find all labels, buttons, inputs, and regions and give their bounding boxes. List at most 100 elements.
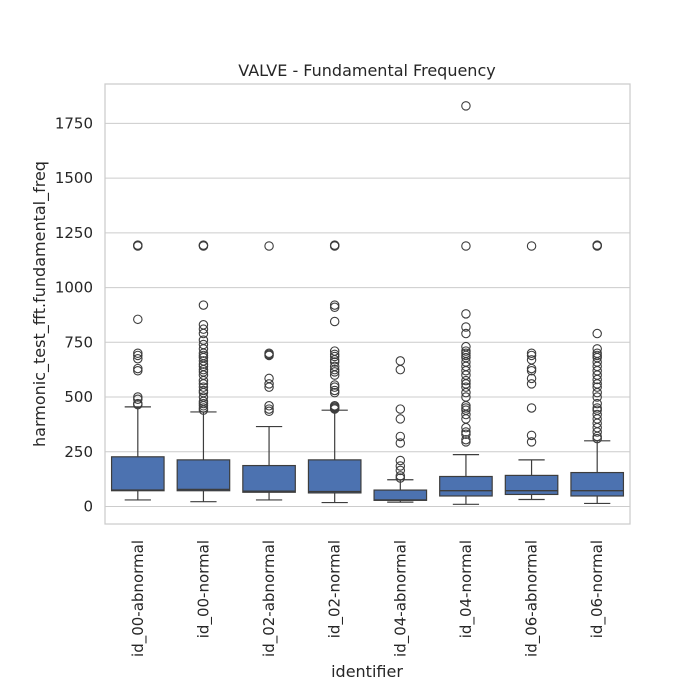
iqr-box: [242, 464, 296, 493]
outlier-point: [461, 427, 471, 437]
outlier-point: [198, 300, 209, 310]
box-id_04-normal: [439, 101, 493, 505]
y-tick-label: 750: [64, 333, 93, 351]
outlier-point: [592, 382, 602, 392]
iqr-box: [176, 459, 231, 492]
outlier-point: [461, 101, 471, 111]
outlier-point: [133, 363, 143, 374]
boxes: [110, 101, 625, 505]
iqr-box: [439, 475, 493, 497]
outlier-point: [461, 375, 471, 386]
outlier-point: [461, 241, 471, 251]
outlier-point: [526, 403, 537, 413]
outlier-point: [461, 341, 471, 352]
x-tick-label: id_00-abnormal: [129, 540, 148, 657]
outlier-point: [329, 380, 340, 390]
outlier-point: [329, 300, 340, 310]
y-tick-label: 500: [64, 388, 93, 406]
outlier-point: [198, 240, 209, 250]
y-axis-ticks: 0 250 500 750 1000 1250 1500 1750: [55, 114, 93, 515]
box-id_02-abnormal: [242, 241, 296, 501]
outlier-point: [198, 382, 209, 392]
y-axis-title: harmonic_test_fft.fundamental_freq: [30, 161, 50, 447]
outlier-point: [395, 414, 406, 424]
outlier-point: [329, 385, 340, 396]
x-tick-label: id_00-normal: [194, 540, 213, 638]
y-tick-label: 250: [64, 443, 93, 461]
outlier-point: [395, 465, 406, 476]
outlier-point: [461, 434, 471, 445]
box-id_00-abnormal: [110, 240, 165, 501]
plot-area-frame: [104, 83, 631, 525]
outlier-point: [461, 392, 471, 402]
outlier-point: [133, 392, 143, 402]
outlier-point: [329, 401, 340, 411]
outlier-point: [526, 430, 537, 441]
grid: [105, 122, 630, 507]
outlier-point: [329, 364, 340, 375]
outlier-point: [198, 392, 209, 402]
x-tick-label: id_04-abnormal: [391, 540, 410, 657]
x-axis-ticks: id_00-abnormal id_00-normal id_02-abnormal…: [129, 540, 607, 657]
outlier-point: [461, 309, 471, 319]
outlier-point: [264, 404, 274, 414]
outlier-point: [592, 344, 602, 354]
x-tick-label: id_02-abnormal: [260, 540, 279, 657]
box-id_06-abnormal: [504, 241, 559, 501]
outlier-point: [526, 241, 537, 251]
outlier-point: [592, 348, 602, 359]
outlier-point: [198, 324, 209, 334]
outlier-point: [264, 379, 274, 389]
outlier-point: [526, 355, 537, 365]
outlier-point: [395, 438, 406, 448]
box-id_02-normal: [307, 240, 362, 504]
outlier-point: [329, 316, 340, 327]
outlier-point: [329, 361, 340, 372]
outlier-point: [395, 356, 406, 366]
x-tick-label: id_06-abnormal: [523, 540, 542, 657]
y-tick-label: 0: [83, 497, 93, 515]
outlier-point: [395, 461, 406, 471]
outlier-point: [395, 404, 406, 414]
outlier-point: [198, 356, 209, 366]
chart-title: VALVE - Fundamental Frequency: [238, 61, 495, 80]
outlier-point: [264, 348, 274, 359]
iqr-box: [110, 456, 165, 492]
outlier-point: [133, 398, 143, 409]
x-tick-label: id_06-normal: [588, 540, 607, 638]
outlier-point: [329, 349, 340, 360]
iqr-box: [570, 471, 625, 497]
outlier-point: [461, 328, 471, 339]
outlier-point: [329, 346, 340, 356]
outlier-point: [329, 240, 340, 250]
outlier-point: [592, 240, 602, 250]
iqr-box: [504, 474, 559, 496]
outlier-point: [133, 348, 143, 359]
outlier-point: [592, 398, 602, 409]
outlier-point: [395, 455, 406, 466]
y-tick-label: 1500: [55, 169, 93, 187]
y-tick-label: 1000: [55, 279, 93, 297]
box-id_00-normal: [176, 240, 231, 503]
box-id_06-normal: [570, 240, 625, 505]
outlier-point: [264, 401, 274, 411]
outlier-point: [198, 320, 209, 330]
outlier-point: [592, 392, 602, 402]
outlier-point: [526, 348, 537, 359]
outlier-point: [264, 241, 274, 251]
outlier-point: [133, 240, 143, 250]
outlier-point: [198, 339, 209, 350]
iqr-box: [373, 489, 428, 501]
outlier-point: [198, 335, 209, 345]
outlier-point: [461, 382, 471, 392]
y-tick-label: 1750: [55, 114, 93, 132]
outlier-point: [526, 437, 537, 447]
outlier-point: [395, 431, 406, 442]
x-axis-title: identifier: [331, 662, 403, 681]
outlier-point: [198, 385, 209, 396]
outlier-point: [264, 373, 274, 384]
iqr-box: [307, 459, 362, 494]
outlier-point: [592, 328, 602, 339]
